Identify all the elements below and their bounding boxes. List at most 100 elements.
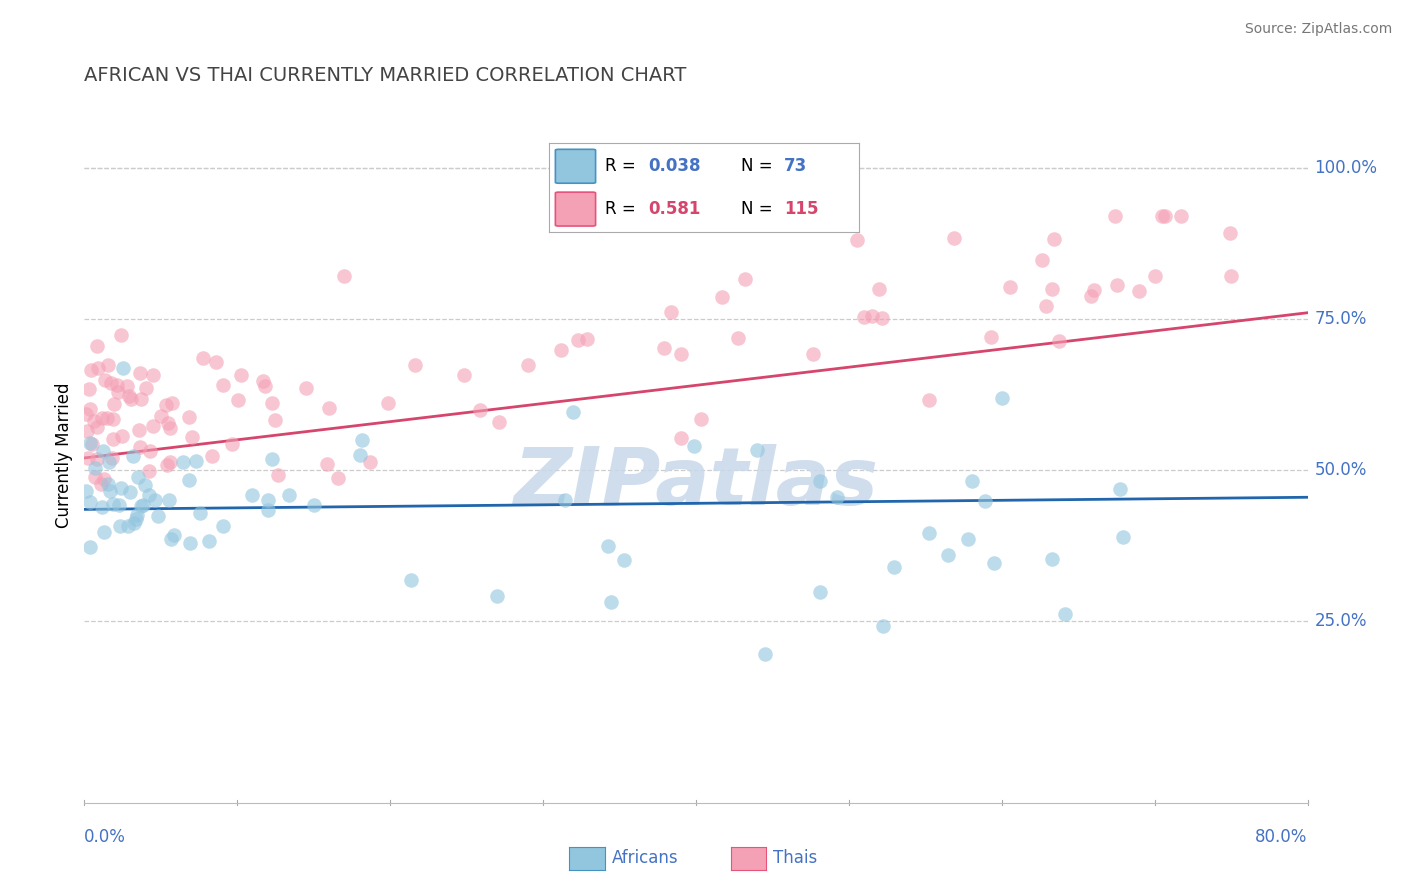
Point [1047, 334, 1070, 349]
Point [111, 361, 134, 376]
Point [1128, 284, 1150, 298]
Point [998, 279, 1021, 293]
Point [810, 585, 832, 599]
Point [453, 368, 475, 382]
Point [181, 430, 204, 444]
Point [128, 440, 150, 454]
Point [349, 448, 371, 462]
Point [87, 361, 110, 376]
Point [96, 410, 118, 425]
Point [302, 498, 325, 512]
Point [86, 452, 108, 467]
Text: 0.0%: 0.0% [84, 828, 127, 846]
Point [129, 392, 152, 406]
Point [201, 449, 224, 463]
Point [1220, 269, 1243, 284]
Point [254, 379, 277, 393]
Text: 115: 115 [785, 200, 818, 218]
Point [1031, 252, 1053, 267]
Text: ZIPatlas: ZIPatlas [513, 443, 879, 522]
Point [122, 516, 145, 530]
Point [98, 483, 121, 498]
FancyBboxPatch shape [555, 149, 596, 183]
Point [108, 498, 131, 512]
Point [110, 327, 132, 342]
Point [554, 492, 576, 507]
Point [188, 506, 211, 520]
Text: 80.0%: 80.0% [1256, 828, 1308, 846]
Point [727, 331, 749, 345]
Point [148, 508, 170, 523]
Point [110, 481, 132, 495]
Point [711, 290, 734, 304]
Text: AFRICAN VS THAI CURRENTLY MARRIED CORRELATION CHART: AFRICAN VS THAI CURRENTLY MARRIED CORREL… [84, 66, 686, 85]
Point [156, 458, 179, 472]
Point [156, 416, 179, 430]
Point [652, 342, 675, 356]
Point [83, 414, 105, 428]
Point [120, 484, 142, 499]
Point [163, 528, 186, 542]
Point [159, 421, 181, 435]
Point [143, 493, 166, 508]
Point [138, 488, 160, 502]
Point [1040, 552, 1063, 566]
Point [132, 498, 155, 512]
Point [918, 525, 941, 540]
Point [295, 381, 318, 395]
Point [318, 401, 340, 416]
Point [211, 377, 233, 392]
Point [956, 533, 979, 547]
Point [561, 405, 583, 419]
Point [84, 470, 107, 484]
Point [974, 494, 997, 508]
Point [486, 589, 509, 603]
Point [90, 500, 112, 514]
Point [599, 595, 621, 609]
Text: R =: R = [605, 157, 636, 175]
Point [1143, 269, 1166, 284]
Point [754, 648, 776, 662]
Point [108, 519, 131, 533]
Point [100, 450, 122, 465]
Point [90, 477, 112, 491]
Point [252, 374, 274, 388]
Point [101, 432, 124, 446]
Point [350, 434, 373, 448]
Point [872, 310, 894, 325]
Point [127, 470, 149, 484]
Point [240, 488, 263, 502]
Point [1104, 209, 1126, 223]
Point [134, 478, 156, 492]
Point [142, 418, 165, 433]
Point [125, 512, 148, 526]
Point [155, 398, 177, 412]
Point [745, 443, 768, 458]
Point [82, 437, 104, 451]
Text: Source: ZipAtlas.com: Source: ZipAtlas.com [1244, 22, 1392, 37]
Point [1150, 209, 1173, 223]
Point [1035, 299, 1057, 313]
Text: 50.0%: 50.0% [1315, 461, 1367, 479]
Point [75, 484, 97, 499]
Point [942, 231, 965, 245]
Point [516, 358, 538, 372]
Point [377, 396, 399, 410]
Point [267, 468, 290, 483]
Point [101, 497, 124, 511]
Point [260, 395, 283, 409]
Point [1053, 607, 1076, 621]
Point [117, 519, 139, 533]
Point [98, 455, 121, 469]
Point [115, 379, 138, 393]
Point [79, 494, 101, 508]
Point [918, 392, 941, 407]
Point [79, 401, 101, 416]
Point [111, 429, 134, 443]
Point [671, 347, 693, 361]
Point [100, 376, 122, 390]
Point [488, 415, 510, 429]
Point [734, 272, 756, 286]
Point [1219, 226, 1241, 240]
Point [75, 407, 97, 421]
